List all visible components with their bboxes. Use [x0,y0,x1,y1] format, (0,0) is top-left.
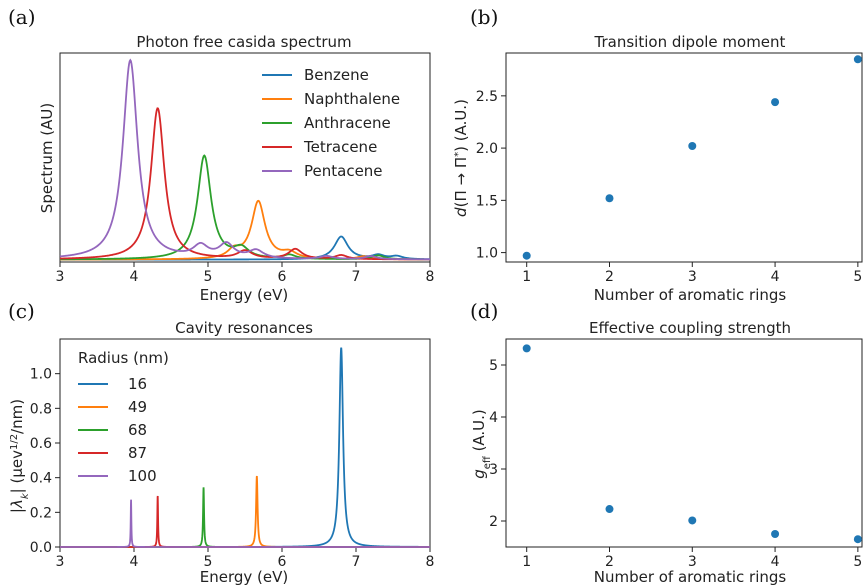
panel-a-axes-frame [59,52,431,263]
panel-c-x-tick-label: 6 [278,554,287,570]
panel-a-spectrum-chart: 3 4 5 6 7 8 Benzene Naphthalene Anthracene Tetrac… [56,52,435,285]
panel-d-scatter-point [853,535,862,544]
panel-d-coupling-chart: 1 2 3 4 5 2 3 4 5 [489,338,863,570]
panel-d-xlabel: Number of aromatic rings [594,568,787,586]
panel-d-x-tick-label: 3 [688,554,697,570]
panel-letter-a: (a) [8,5,36,29]
panel-c-title: Cavity resonances [175,319,313,337]
panel-b-scatter-point [688,142,697,151]
legend-label-radius-87: 87 [128,444,147,462]
panel-d-scatter-point [688,516,697,525]
panel-a-title: Photon free casida spectrum [136,33,351,51]
panel-d-scatter-point [605,505,614,514]
panel-c-ylabel: |λk| (μev1/2/nm) [8,399,31,513]
legend-label-radius-49: 49 [128,398,147,416]
panel-b-y-tick-label: 1.5 [476,193,498,209]
series-line-tetracene [59,107,430,261]
panel-b-y-tick-label: 2.0 [476,141,498,157]
panel-b-x-tick-label: 5 [853,269,862,285]
panel-a-x-tick-label: 6 [278,269,287,285]
panel-c-y-tick-label: 0.0 [30,540,52,556]
panel-b-title: Transition dipole moment [594,33,786,51]
series-line-radius-68 [60,487,430,548]
panel-d-x-tick-label: 5 [853,554,862,570]
panel-d-x-tick-label: 1 [522,554,531,570]
panel-b-xlabel: Number of aromatic rings [594,286,787,304]
panel-d-x-tick-label: 2 [605,554,614,570]
panel-a-x-tick-label: 3 [56,269,65,285]
legend-title: Radius (nm) [78,349,169,367]
panel-c-y-tick-label: 0.4 [30,471,52,487]
panel-b-scatter-point [771,98,780,107]
panel-letter-c: (c) [8,299,35,323]
legend-label-benzene: Benzene [304,66,369,84]
panel-d-axes-frame [505,338,863,548]
legend-label-radius-100: 100 [128,467,157,485]
panel-d-y-tick-label: 3 [489,462,498,478]
panel-c-x-tick-label: 5 [204,554,213,570]
panel-c-x-tick-label: 3 [56,554,65,570]
panel-a-x-tick-label: 8 [426,269,435,285]
panel-b-x-tick-label: 1 [522,269,531,285]
legend-label-radius-16: 16 [128,375,147,393]
series-line-radius-16 [60,347,430,548]
series-line-radius-87 [60,495,430,548]
legend-label-tetracene: Tetracene [303,138,377,156]
panel-d-y-tick-label: 4 [489,410,498,426]
series-line-radius-100 [60,499,430,548]
legend-label-pentacene: Pentacene [304,162,383,180]
panel-b-x-tick-label: 3 [688,269,697,285]
panel-b-scatter-point [522,251,531,260]
panel-c-axes-frame [59,338,431,548]
panel-b-y-tick-label: 2.5 [476,89,498,105]
panel-letter-b: (b) [470,5,498,29]
panel-c-x-tick-label: 4 [130,554,139,570]
panel-c-y-tick-label: 0.8 [30,401,52,417]
panel-c-y-tick-label: 0.6 [30,436,52,452]
panel-d-x-tick-label: 4 [771,554,780,570]
panel-b-ylabel: d(Π → Π*) (A.U.) [452,99,470,217]
panel-c-x-tick-label: 8 [426,554,435,570]
series-line-radius-49 [60,475,430,548]
panel-d-y-tick-label: 5 [489,358,498,374]
panel-d-title: Effective coupling strength [589,319,791,337]
panel-c-cavity-chart: 3 4 5 6 7 8 0.0 0.2 0.4 0.6 0.8 1.0 Radius (nm) 16 49 6… [30,338,435,570]
panel-c-x-tick-label: 7 [352,554,361,570]
panel-d-y-tick-label: 2 [489,514,498,530]
panel-a-xlabel: Energy (eV) [200,286,288,304]
panel-b-x-tick-label: 4 [771,269,780,285]
panel-d-scatter-point [522,344,531,353]
panel-a-x-tick-label: 7 [352,269,361,285]
panel-b-dipole-chart: 1 2 3 4 5 1.0 1.5 2.0 2.5 [476,52,863,285]
panel-a-ylabel: Spectrum (AU) [38,103,56,213]
panel-a-x-tick-label: 5 [204,269,213,285]
panel-b-scatter-point [853,55,862,64]
panel-b-y-tick-label: 1.0 [476,246,498,262]
panel-d-scatter-point [771,530,780,538]
panel-c-y-tick-label: 1.0 [30,367,52,383]
panel-c-y-tick-label: 0.2 [30,505,52,521]
panel-c-xlabel: Energy (eV) [200,568,288,586]
panel-b-scatter-point [605,194,614,203]
panel-b-x-tick-label: 2 [605,269,614,285]
panel-letter-d: (d) [470,299,498,323]
panel-b-axes-frame [505,52,863,263]
series-line-anthracene [60,154,430,261]
legend-label-anthracene: Anthracene [304,114,391,132]
legend-label-radius-68: 68 [128,421,147,439]
panel-a-x-tick-label: 4 [130,269,139,285]
legend-label-naphthalene: Naphthalene [304,90,400,108]
series-line-pentacene [59,58,430,261]
